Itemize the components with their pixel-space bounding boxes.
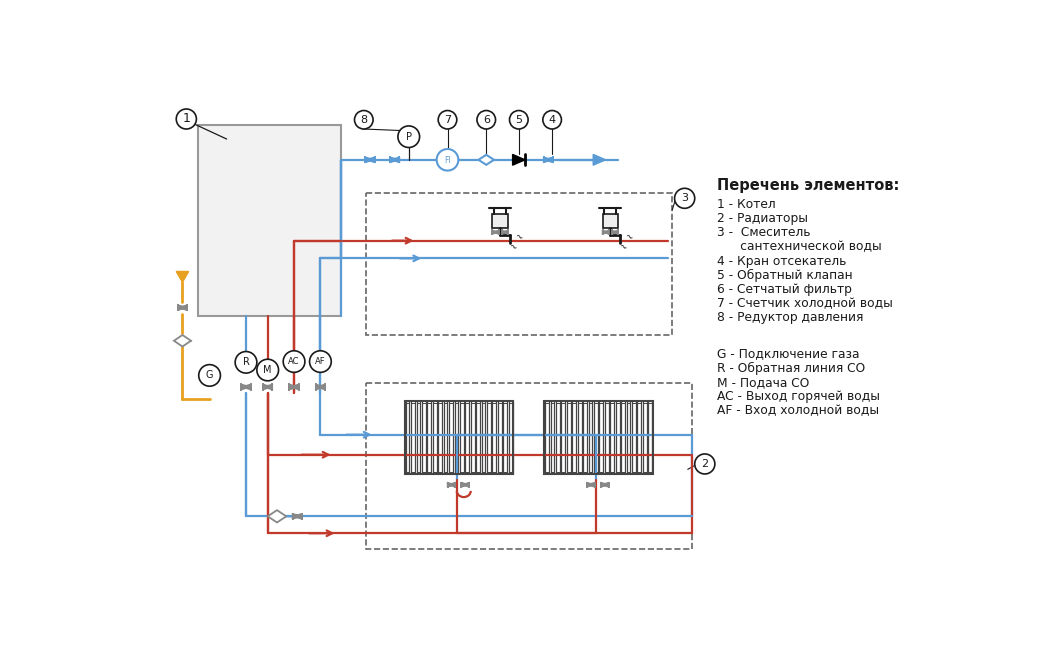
Text: ~
~: ~ ~ (507, 232, 524, 255)
Text: P: P (406, 132, 412, 141)
Bar (366, 193, 673, 336)
Polygon shape (316, 384, 325, 390)
Circle shape (176, 109, 196, 129)
Circle shape (398, 126, 419, 147)
Polygon shape (293, 514, 302, 519)
Polygon shape (492, 230, 498, 234)
Text: G: G (206, 370, 214, 380)
Circle shape (476, 111, 495, 129)
Text: сантехнической воды: сантехнической воды (717, 240, 882, 253)
Text: 1: 1 (183, 113, 190, 126)
Polygon shape (479, 155, 494, 164)
Polygon shape (611, 230, 618, 234)
Circle shape (438, 111, 457, 129)
Bar (602, 214, 618, 228)
Polygon shape (501, 230, 508, 234)
Text: ~
~: ~ ~ (617, 232, 634, 255)
Polygon shape (177, 305, 187, 310)
Text: 4 - Кран отсекатель: 4 - Кран отсекатель (717, 255, 847, 268)
Polygon shape (316, 384, 325, 390)
Polygon shape (593, 155, 605, 165)
Polygon shape (602, 230, 608, 234)
Polygon shape (501, 230, 508, 234)
Text: 2: 2 (702, 459, 708, 469)
Text: Перечень элементов:: Перечень элементов: (717, 178, 900, 193)
Polygon shape (492, 230, 498, 234)
Bar (405, 401, 514, 474)
Polygon shape (462, 482, 469, 487)
Polygon shape (588, 482, 595, 487)
Polygon shape (513, 155, 525, 165)
Polygon shape (462, 482, 469, 487)
Text: 3 -  Смеситель: 3 - Смеситель (717, 226, 811, 239)
Text: M: M (264, 365, 272, 375)
Text: AC: AC (289, 357, 300, 366)
Polygon shape (365, 157, 375, 163)
Bar (198, 125, 342, 316)
Text: 5: 5 (515, 114, 522, 125)
Text: 4: 4 (548, 114, 555, 125)
Polygon shape (290, 384, 299, 390)
Circle shape (675, 188, 694, 209)
Polygon shape (365, 157, 375, 163)
Text: 5 - Обратный клапан: 5 - Обратный клапан (717, 268, 853, 282)
Text: AC - Выход горячей воды: AC - Выход горячей воды (717, 390, 880, 403)
Polygon shape (447, 482, 456, 487)
Polygon shape (242, 384, 250, 390)
Polygon shape (447, 482, 456, 487)
Text: 8 - Редуктор давления: 8 - Редуктор давления (717, 311, 864, 324)
Text: AF - Вход холодной воды: AF - Вход холодной воды (717, 404, 879, 417)
Polygon shape (611, 230, 618, 234)
Polygon shape (601, 482, 608, 487)
Polygon shape (588, 482, 595, 487)
Text: R - Обратная линия СО: R - Обратная линия СО (717, 361, 866, 374)
Circle shape (510, 111, 528, 129)
Polygon shape (174, 335, 191, 347)
Text: 3: 3 (681, 193, 688, 203)
Polygon shape (176, 272, 189, 282)
Text: M - Подача СО: M - Подача СО (717, 376, 810, 389)
Bar (366, 383, 691, 549)
Text: 6: 6 (483, 114, 490, 125)
Polygon shape (544, 157, 553, 163)
Text: 2 - Радиаторы: 2 - Радиаторы (717, 212, 809, 225)
Circle shape (694, 454, 715, 474)
Text: 7: 7 (444, 114, 452, 125)
Text: R: R (243, 357, 249, 367)
Polygon shape (177, 305, 187, 310)
Circle shape (309, 351, 331, 372)
Bar (492, 214, 508, 228)
Text: G - Подключение газа: G - Подключение газа (717, 347, 859, 361)
Polygon shape (290, 384, 299, 390)
Polygon shape (544, 157, 553, 163)
Polygon shape (601, 482, 608, 487)
Bar (544, 401, 653, 474)
Circle shape (256, 359, 278, 381)
Circle shape (355, 111, 373, 129)
Polygon shape (390, 157, 400, 163)
Circle shape (437, 149, 459, 170)
Circle shape (236, 351, 256, 373)
Text: FI: FI (444, 156, 450, 164)
Polygon shape (263, 384, 272, 390)
Polygon shape (242, 384, 250, 390)
Circle shape (543, 111, 562, 129)
Text: 1 - Котел: 1 - Котел (717, 197, 775, 211)
Polygon shape (263, 384, 272, 390)
Polygon shape (268, 510, 286, 522)
Text: 7 - Счетчик холодной воды: 7 - Счетчик холодной воды (717, 297, 893, 311)
Text: 8: 8 (360, 114, 367, 125)
Text: 6 - Сетчатый фильтр: 6 - Сетчатый фильтр (717, 283, 852, 296)
Circle shape (198, 365, 220, 386)
Polygon shape (293, 514, 302, 519)
Text: AF: AF (316, 357, 326, 366)
Circle shape (283, 351, 305, 372)
Polygon shape (602, 230, 608, 234)
Polygon shape (390, 157, 400, 163)
